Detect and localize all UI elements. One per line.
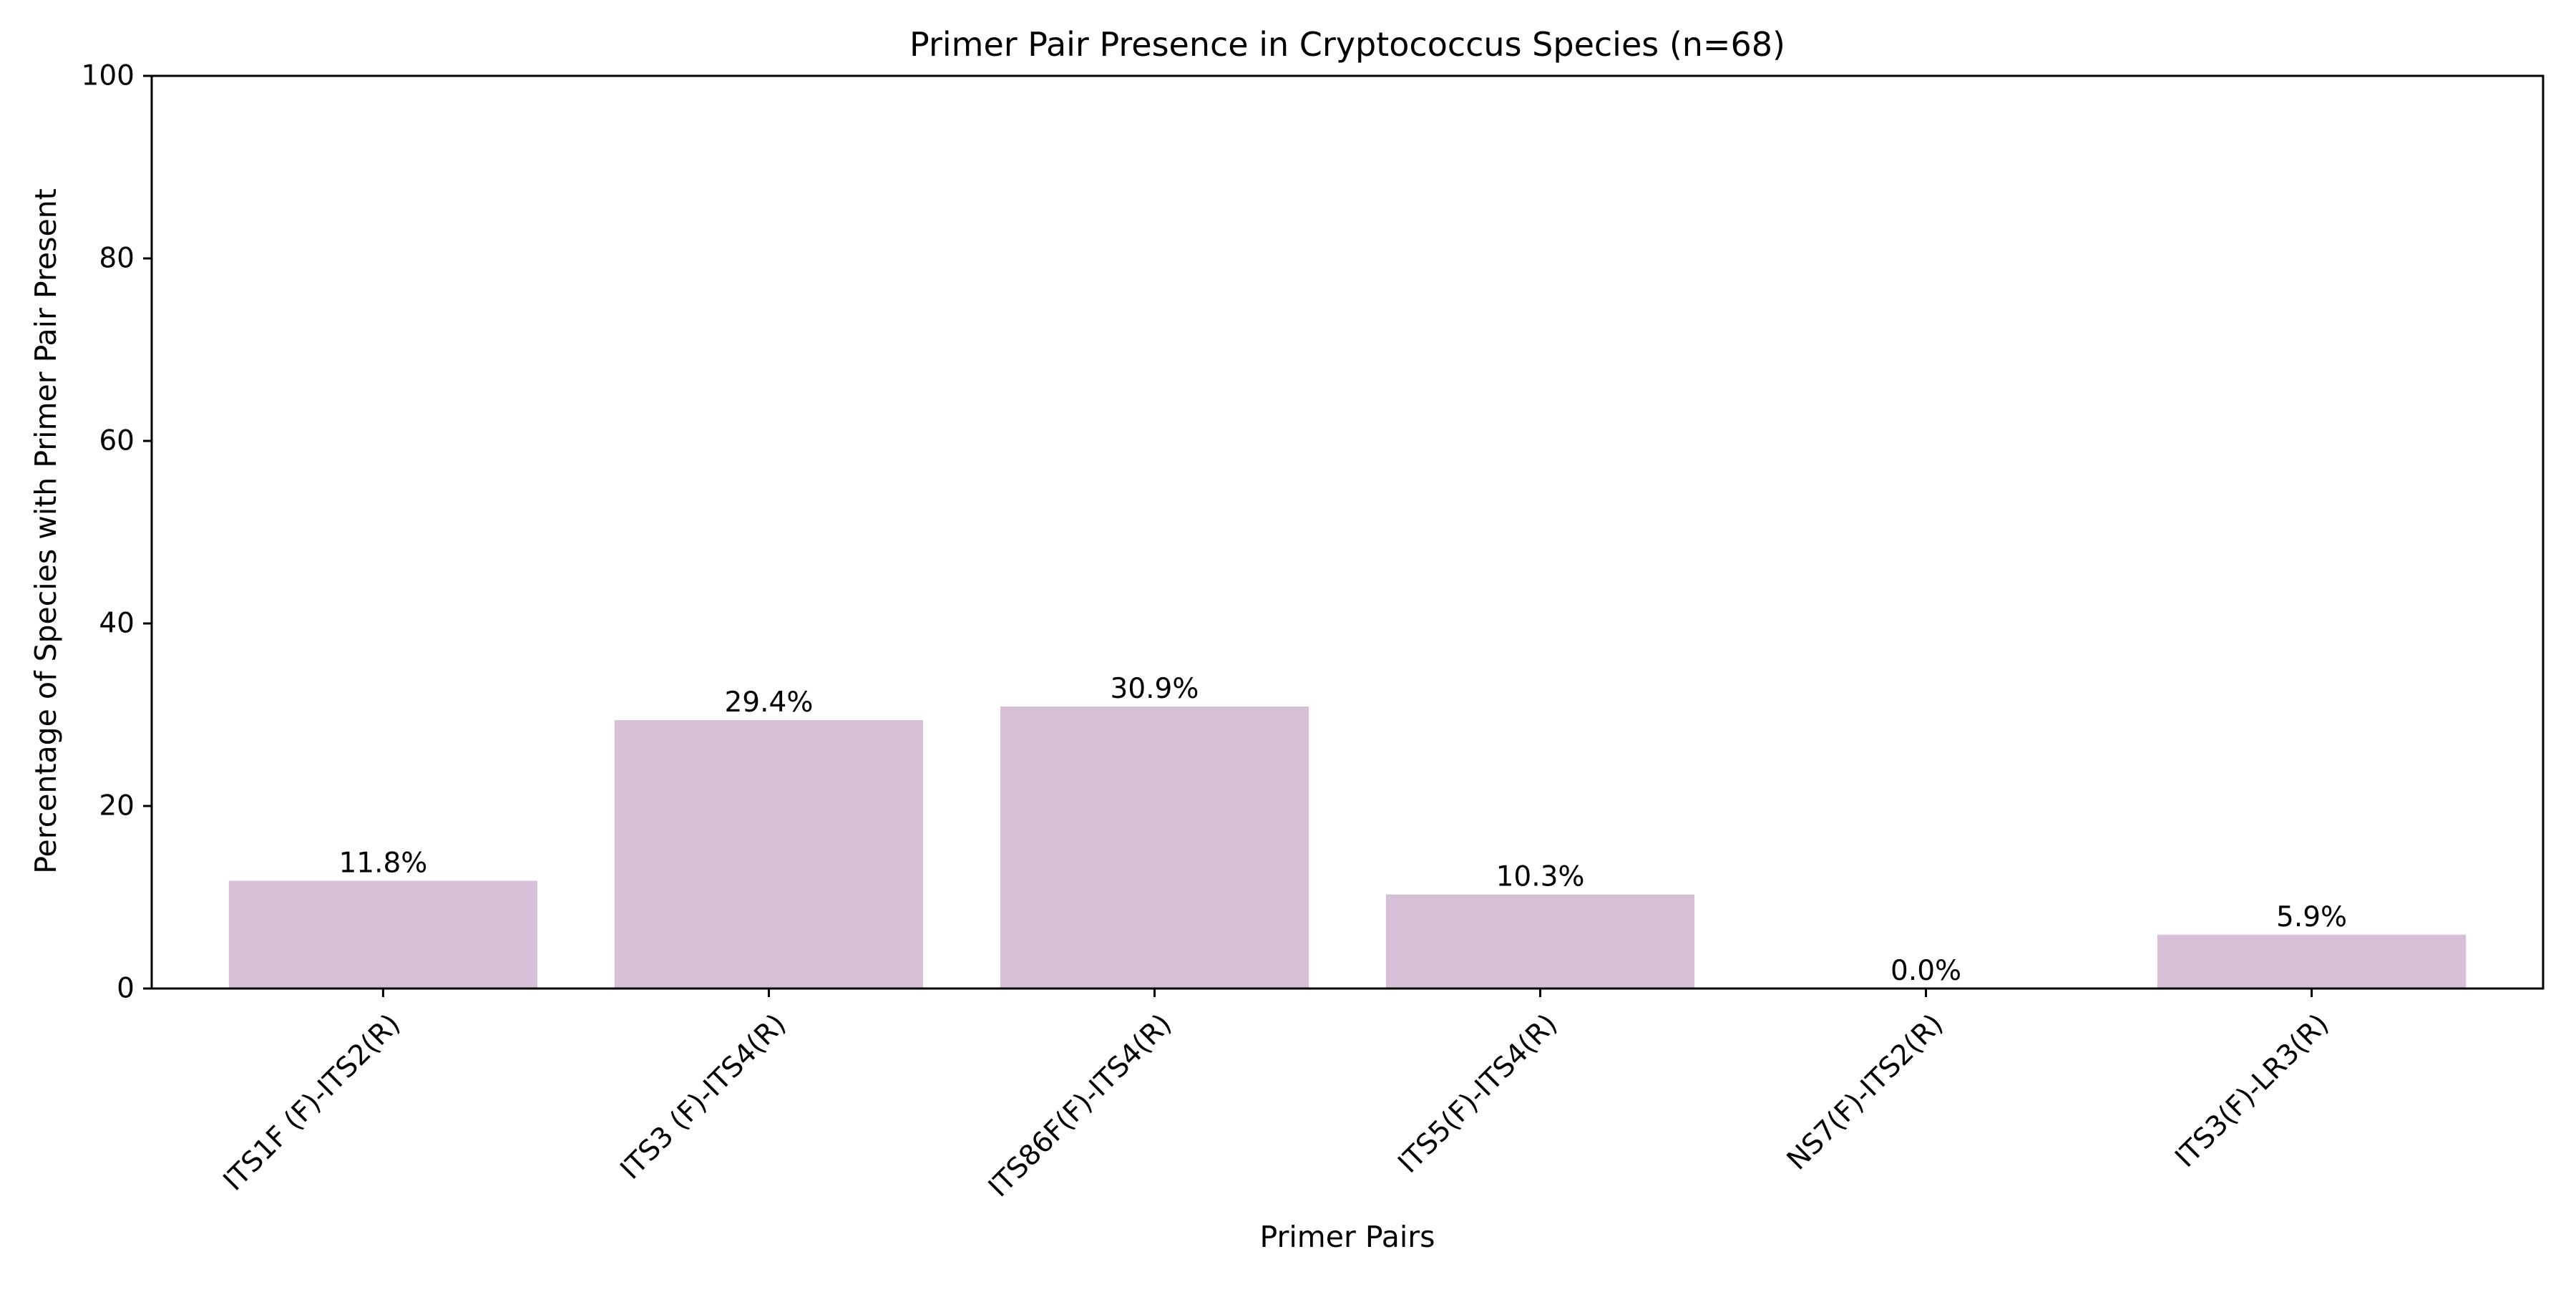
plot-frame xyxy=(150,74,2545,990)
x-tick-label-4: ITS5(F)-ITS4(R) xyxy=(1392,1008,1563,1180)
x-tick-label-1: ITS1F (F)-ITS2(R) xyxy=(218,1008,407,1198)
bar-3 xyxy=(1000,706,1309,989)
bar-1 xyxy=(228,880,538,989)
bars-group xyxy=(228,706,2467,989)
x-axis: ITS1F (F)-ITS2(R) ITS3 (F)-ITS4(R) ITS86F(… xyxy=(218,989,2336,1203)
y-tick-label-60: 60 xyxy=(99,425,135,457)
bar-4 xyxy=(1385,894,1695,989)
bar-value-label-5: 0.0% xyxy=(1890,955,1961,987)
x-tick-label-5: NS7(F)-ITS2(R) xyxy=(1781,1008,1950,1177)
x-tick-label-3: ITS86F(F)-ITS4(R) xyxy=(982,1008,1178,1203)
y-tick-label-80: 80 xyxy=(99,243,135,275)
y-tick-label-20: 20 xyxy=(99,790,135,822)
bar-value-label-3: 30.9% xyxy=(1111,673,1199,705)
y-axis-label: Percentage of Species with Primer Pair P… xyxy=(29,188,63,874)
bar-value-label-1: 11.8% xyxy=(338,847,427,880)
bar-value-label-2: 29.4% xyxy=(724,686,813,719)
bar-value-label-4: 10.3% xyxy=(1496,861,1585,893)
y-tick-label-0: 0 xyxy=(117,973,135,1005)
bar-labels-group: 11.8% 29.4% 30.9% 10.3% 0.0% 5.9% xyxy=(338,673,2347,987)
y-axis: 0 20 40 60 80 100 xyxy=(82,60,152,1005)
bar-6 xyxy=(2157,934,2467,989)
y-tick-label-40: 40 xyxy=(99,608,135,640)
chart-title: Primer Pair Presence in Cryptococcus Spe… xyxy=(909,25,1785,64)
x-axis-label: Primer Pairs xyxy=(1260,1220,1435,1254)
bar-value-label-6: 5.9% xyxy=(2276,901,2347,933)
bar-2 xyxy=(614,720,924,989)
x-tick-label-6: ITS3(F)-LR3(R) xyxy=(2170,1008,2336,1174)
x-tick-label-2: ITS3 (F)-ITS4(R) xyxy=(615,1008,793,1186)
y-tick-label-100: 100 xyxy=(82,60,135,92)
